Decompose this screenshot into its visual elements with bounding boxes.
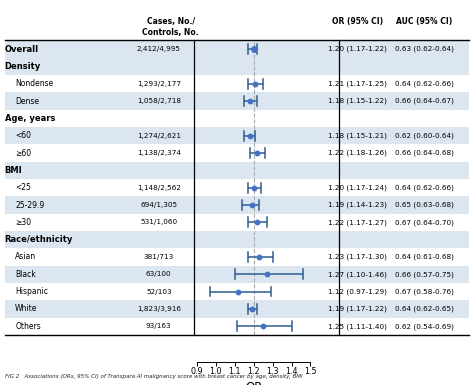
Text: <60: <60 — [15, 131, 31, 140]
Text: 0.64 (0.61-0.68): 0.64 (0.61-0.68) — [395, 254, 454, 260]
Text: 0.64 (0.62-0.66): 0.64 (0.62-0.66) — [395, 80, 454, 87]
Text: 1.20 (1.17-1.24): 1.20 (1.17-1.24) — [328, 184, 387, 191]
Bar — [5, 300, 469, 318]
Text: 1.12 (0.97-1.29): 1.12 (0.97-1.29) — [328, 288, 387, 295]
Bar — [5, 92, 469, 110]
Text: Others: Others — [15, 322, 41, 331]
Bar — [5, 179, 469, 196]
Text: 1,138/2,374: 1,138/2,374 — [137, 150, 181, 156]
Bar — [5, 196, 469, 214]
Text: 1,274/2,621: 1,274/2,621 — [137, 133, 181, 139]
Text: OR (95% CI): OR (95% CI) — [332, 17, 383, 26]
Bar — [5, 318, 469, 335]
Text: 1.22 (1.17-1.27): 1.22 (1.17-1.27) — [328, 219, 387, 226]
Text: 0.66 (0.57-0.75): 0.66 (0.57-0.75) — [395, 271, 454, 278]
Text: 1.19 (1.14-1.23): 1.19 (1.14-1.23) — [328, 202, 387, 208]
Text: AUC (95% CI): AUC (95% CI) — [396, 17, 452, 26]
Text: 0.66 (0.64-0.68): 0.66 (0.64-0.68) — [395, 150, 454, 156]
Text: 0.67 (0.58-0.76): 0.67 (0.58-0.76) — [395, 288, 454, 295]
Text: 63/100: 63/100 — [146, 271, 172, 277]
Text: 1.20 (1.17-1.22): 1.20 (1.17-1.22) — [328, 46, 387, 52]
Text: ≥60: ≥60 — [15, 149, 31, 157]
Bar — [5, 144, 469, 162]
X-axis label: OR: OR — [245, 381, 262, 385]
Text: 1,148/2,562: 1,148/2,562 — [137, 185, 181, 191]
Text: 694/1,305: 694/1,305 — [140, 202, 177, 208]
Bar — [5, 231, 469, 248]
Text: 1.25 (1.11-1.40): 1.25 (1.11-1.40) — [328, 323, 387, 330]
Text: 1,058/2,718: 1,058/2,718 — [137, 98, 181, 104]
Text: Cases, No./
Controls, No.: Cases, No./ Controls, No. — [142, 17, 199, 37]
Text: 0.64 (0.62-0.65): 0.64 (0.62-0.65) — [395, 306, 454, 312]
Text: Dense: Dense — [15, 97, 39, 105]
Bar — [5, 283, 469, 300]
Text: 0.63 (0.62-0.64): 0.63 (0.62-0.64) — [395, 46, 454, 52]
Text: Black: Black — [15, 270, 36, 279]
Text: 52/103: 52/103 — [146, 289, 172, 295]
Text: BMI: BMI — [5, 166, 22, 175]
Text: Overall: Overall — [5, 45, 39, 54]
Text: ≥30: ≥30 — [15, 218, 31, 227]
Text: <25: <25 — [15, 183, 31, 192]
Text: 1.18 (1.15-1.22): 1.18 (1.15-1.22) — [328, 98, 387, 104]
Bar — [5, 248, 469, 266]
Text: 1.18 (1.15-1.21): 1.18 (1.15-1.21) — [328, 132, 387, 139]
Text: Density: Density — [5, 62, 41, 71]
Bar — [5, 40, 469, 58]
Text: 0.62 (0.54-0.69): 0.62 (0.54-0.69) — [395, 323, 454, 330]
Bar — [5, 214, 469, 231]
Text: Age, years: Age, years — [5, 114, 55, 123]
Text: 0.65 (0.63-0.68): 0.65 (0.63-0.68) — [395, 202, 454, 208]
Bar — [5, 75, 469, 92]
Bar — [5, 110, 469, 127]
Text: 381/713: 381/713 — [144, 254, 174, 260]
Text: Hispanic: Hispanic — [15, 287, 48, 296]
Text: 1.27 (1.10-1.46): 1.27 (1.10-1.46) — [328, 271, 387, 278]
Text: Asian: Asian — [15, 253, 36, 261]
Bar — [5, 58, 469, 75]
Bar — [5, 162, 469, 179]
Text: 0.64 (0.62-0.66): 0.64 (0.62-0.66) — [395, 184, 454, 191]
Text: 1.23 (1.17-1.30): 1.23 (1.17-1.30) — [328, 254, 387, 260]
Text: 0.66 (0.64-0.67): 0.66 (0.64-0.67) — [395, 98, 454, 104]
Text: Race/ethnicity: Race/ethnicity — [5, 235, 73, 244]
Text: 2,412/4,995: 2,412/4,995 — [137, 46, 181, 52]
Text: Nondense: Nondense — [15, 79, 54, 88]
Bar — [5, 127, 469, 144]
Text: 1,293/2,177: 1,293/2,177 — [137, 81, 181, 87]
Text: 1.22 (1.18-1.26): 1.22 (1.18-1.26) — [328, 150, 387, 156]
Text: 1.19 (1.17-1.22): 1.19 (1.17-1.22) — [328, 306, 387, 312]
Bar — [5, 266, 469, 283]
Text: 0.62 (0.60-0.64): 0.62 (0.60-0.64) — [395, 132, 454, 139]
Text: FIG 2   Associations (ORs, 95% CI) of Transpara AI malignancy score with breast : FIG 2 Associations (ORs, 95% CI) of Tran… — [5, 375, 302, 379]
Text: 531/1,060: 531/1,060 — [140, 219, 177, 225]
Text: 25-29.9: 25-29.9 — [15, 201, 45, 209]
Text: 1.21 (1.17-1.25): 1.21 (1.17-1.25) — [328, 80, 387, 87]
Text: 1,823/3,916: 1,823/3,916 — [137, 306, 181, 312]
Text: 93/163: 93/163 — [146, 323, 172, 329]
Text: White: White — [15, 305, 37, 313]
Text: 0.67 (0.64-0.70): 0.67 (0.64-0.70) — [395, 219, 454, 226]
